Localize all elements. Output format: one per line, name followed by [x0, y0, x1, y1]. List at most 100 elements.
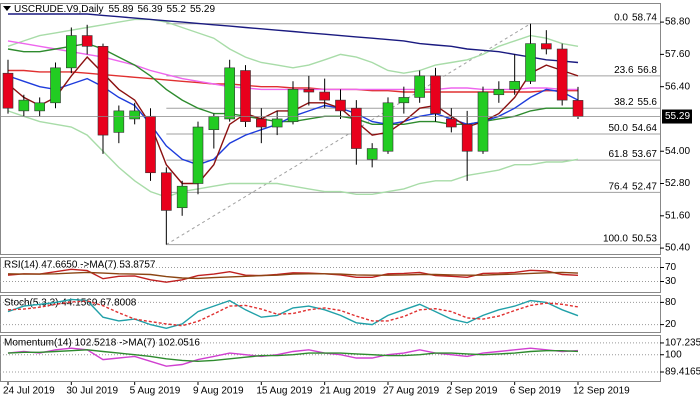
candle-body	[556, 48, 568, 101]
x-tick-label: 21 Aug 2019	[320, 386, 377, 397]
candle-body	[145, 115, 156, 174]
last-open: 55.89	[108, 4, 133, 15]
candle-body	[493, 89, 505, 96]
fib-ratio: 23.6	[614, 65, 634, 76]
x-tick-label: 24 Jul 2019	[3, 386, 55, 397]
indicator-line	[7, 349, 579, 363]
y-tick-label: 80	[665, 297, 677, 308]
candle-body	[192, 126, 204, 184]
y-tick-label: 100	[665, 349, 682, 360]
candle-body	[509, 80, 520, 90]
price-tag-label: 55.29	[665, 111, 690, 122]
y-tick-label: 56.40	[665, 81, 690, 92]
indicator-line	[7, 347, 579, 367]
fib-price: 50.53	[632, 233, 657, 244]
candle-body	[18, 99, 30, 112]
candle-body	[271, 118, 283, 128]
y-tick-label: 58.80	[665, 17, 690, 28]
y-tick-label: 30	[665, 276, 677, 287]
y-tick-label: 57.60	[665, 49, 690, 60]
indicator-line	[7, 18, 579, 74]
panel-frame	[0, 295, 661, 333]
indicator-line	[7, 271, 579, 280]
fib-ratio: 100.0	[603, 233, 628, 244]
fib-label: 0.0 58.74	[614, 12, 657, 23]
panel-title: Momentum(14) 102.5218 ->MA(7) 102.0516	[4, 338, 200, 349]
last-close: 55.29	[190, 4, 215, 15]
candle-body	[176, 185, 188, 209]
fib-label: 76.4 52.47	[609, 181, 658, 192]
candle-body	[430, 75, 441, 114]
candle-body	[461, 124, 473, 152]
candle-body	[2, 72, 14, 109]
candle-body	[50, 67, 61, 104]
fib-label: 100.0 50.53	[603, 233, 657, 244]
candle-body	[208, 115, 220, 131]
fib-ratio: 76.4	[609, 181, 629, 192]
y-tick-label: 20	[665, 319, 677, 330]
fib-label: 38.2 55.6	[614, 97, 657, 108]
fib-label: 61.8 53.67	[609, 149, 658, 160]
plot-layer: 58.80 57.60 56.40 54.00 52.80 51.60 50.40 0.0 58…	[0, 3, 700, 397]
candle-body	[446, 118, 457, 128]
fib-price: 52.47	[632, 181, 657, 192]
candle-body	[335, 99, 346, 112]
menu-icon	[3, 6, 11, 11]
candle-body	[319, 91, 330, 101]
candle-body	[414, 75, 425, 98]
x-tick-label: 27 Aug 2019	[383, 386, 440, 397]
x-tick-label: 5 Aug 2019	[130, 386, 181, 397]
indicator-line	[7, 298, 579, 330]
fib-price: 55.6	[638, 97, 658, 108]
candle-body	[66, 35, 77, 69]
last-low: 55.2	[167, 4, 187, 15]
panel-title: Stoch(5,3,3) 44.1569 67.8008	[4, 298, 137, 309]
x-tick-label: 2 Sep 2019	[446, 386, 498, 397]
y-tick-label: 54.00	[665, 146, 690, 157]
x-tick-label: 15 Aug 2019	[256, 386, 313, 397]
x-tick-label: 30 Jul 2019	[66, 386, 118, 397]
candle-body	[541, 43, 552, 50]
fib-price: 58.74	[632, 12, 657, 23]
y-tick-label: 50.40	[665, 243, 690, 254]
candle-body	[256, 118, 267, 128]
panel-frame	[0, 3, 661, 255]
x-tick-label: 6 Sep 2019	[510, 386, 562, 397]
candle-body	[97, 46, 109, 136]
candle-body	[161, 172, 172, 211]
candle-body	[477, 91, 489, 152]
fib-ratio: 61.8	[609, 149, 629, 160]
fib-ratio: 50.0	[609, 123, 629, 134]
candle-body	[366, 148, 378, 160]
fib-ratio: 0.0	[614, 12, 628, 23]
y-tick-label: 52.80	[665, 178, 690, 189]
fib-price: 56.8	[638, 65, 658, 76]
panel-frame	[0, 257, 661, 293]
fib-label: 23.6 56.8	[614, 65, 657, 76]
fib-label: 50.0 54.64	[609, 123, 658, 134]
candle-body	[303, 89, 315, 93]
x-tick-label: 9 Aug 2019	[193, 386, 244, 397]
last-high: 56.39	[138, 4, 163, 15]
candle-body	[525, 43, 536, 82]
fib-ratio: 38.2	[614, 97, 634, 108]
fib-price: 54.64	[632, 123, 657, 134]
y-tick-label: 51.60	[665, 210, 690, 221]
price-tag	[662, 109, 692, 124]
candle-body	[572, 100, 584, 117]
candle-body	[81, 35, 93, 47]
y-tick-label: 89.4165	[665, 367, 700, 378]
candle-body	[129, 110, 140, 120]
indicator-line	[7, 268, 579, 283]
candle-body	[113, 110, 125, 133]
candle-body	[398, 97, 410, 104]
panel-frame	[0, 335, 661, 382]
y-tick-label: 107.2357	[665, 338, 700, 349]
y-tick-label: 70	[665, 262, 677, 273]
candle-body	[240, 70, 251, 122]
indicator-line	[8, 13, 579, 64]
panel-title: RSI(14) 47.6650 ->MA(7) 53.8757	[4, 260, 156, 271]
candle-body	[34, 102, 45, 112]
